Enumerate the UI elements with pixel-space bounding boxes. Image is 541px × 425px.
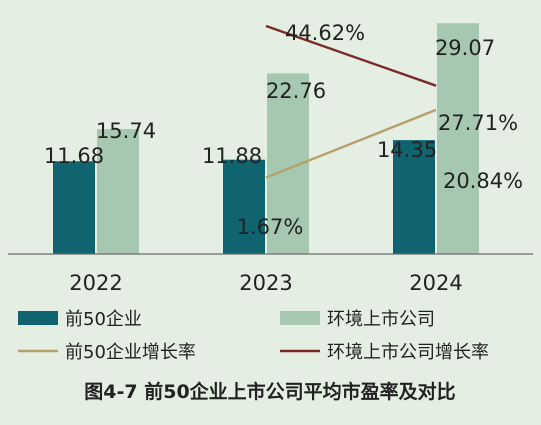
legend-label: 环境上市公司增长率 [327, 342, 489, 363]
data-label: 29.07 [435, 36, 495, 60]
data-label: 22.76 [266, 79, 326, 103]
series-line [265, 24, 437, 87]
figure-caption: 图4-7 前50企业上市公司平均市盈率及对比 [84, 380, 455, 403]
bar [393, 140, 435, 254]
legend-swatch [18, 311, 58, 325]
data-label: 27.71% [438, 111, 518, 135]
series-line [265, 108, 437, 179]
legend-label: 前50企业增长率 [65, 342, 196, 363]
data-label: 11.68 [44, 144, 104, 168]
data-label: 15.74 [96, 119, 156, 143]
data-label: 20.84% [443, 169, 523, 193]
x-tick-label: 2023 [239, 271, 292, 295]
legend-label: 环境上市公司 [327, 309, 435, 330]
data-label: 44.62% [285, 21, 365, 45]
legend-label: 前50企业 [65, 309, 142, 330]
data-label: 14.35 [377, 138, 437, 162]
bar [97, 129, 139, 254]
bar [53, 161, 95, 254]
data-label: 1.67% [237, 215, 304, 239]
data-label: 11.88 [202, 144, 262, 168]
bar [223, 159, 265, 254]
bar [437, 23, 479, 255]
x-tick-label: 2022 [69, 271, 122, 295]
legend-swatch [280, 311, 320, 325]
x-tick-label: 2024 [409, 271, 462, 295]
